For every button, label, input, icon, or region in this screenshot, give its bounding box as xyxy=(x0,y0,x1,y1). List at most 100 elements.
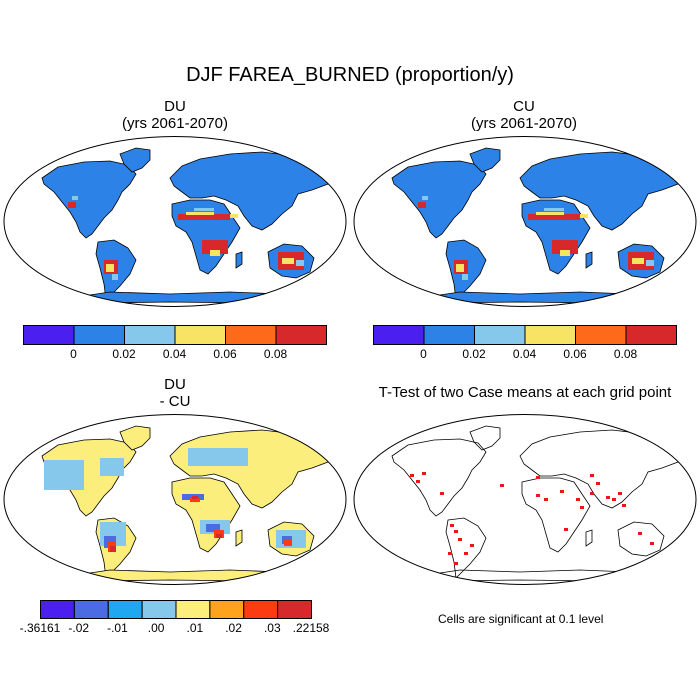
colorbar-du-labels: 0 0.02 0.04 0.06 0.08 xyxy=(23,347,327,363)
fire-hotspot xyxy=(552,240,578,254)
colorbar-box xyxy=(73,600,109,619)
significance-note: Cells are significant at 0.1 level xyxy=(438,612,604,626)
continent-greenland xyxy=(469,147,501,173)
map-boundary xyxy=(3,136,347,307)
colorbar-tick-label: -.02 xyxy=(68,621,90,635)
colorbar-box xyxy=(275,325,327,345)
continent-eurasia xyxy=(519,429,687,509)
continent-eurasia xyxy=(169,151,337,231)
fire-moderate xyxy=(210,250,220,256)
fire-hotspot xyxy=(68,202,76,208)
continent-eurasia xyxy=(519,151,687,231)
significant-cell xyxy=(458,538,462,541)
panel-diff-title-line2: - CU xyxy=(159,393,191,410)
fire-low xyxy=(646,260,654,266)
map-boundary xyxy=(353,136,697,307)
continent-northAmerica xyxy=(391,438,487,517)
diff-small-negative xyxy=(44,460,84,490)
significant-cell xyxy=(618,492,622,495)
colorbar-box xyxy=(625,325,677,345)
diff-small-negative xyxy=(100,458,124,476)
colorbar-tick-label: .22158 xyxy=(292,621,330,635)
significant-cell xyxy=(536,494,540,497)
diff-negative xyxy=(206,524,220,532)
significant-cell xyxy=(544,498,548,501)
fire-moderate xyxy=(106,264,114,272)
diff-strong-positive xyxy=(110,546,116,552)
significant-cell xyxy=(560,490,564,493)
colorbar-tick-label: 0.02 xyxy=(462,347,486,361)
significant-cell xyxy=(564,528,568,531)
continent-madagascar xyxy=(235,529,243,547)
significant-cell xyxy=(440,492,444,495)
figure-title: DJF FAREA_BURNED (proportion/y) xyxy=(186,64,514,86)
colorbar-box xyxy=(40,600,75,619)
fire-hotspot xyxy=(178,214,230,220)
map-du xyxy=(3,136,347,307)
colorbar-diff-labels: -.36161 -.02 -.01 .00 .01 .02 .03 .22158 xyxy=(20,621,330,637)
colorbar-tick-label: -.01 xyxy=(107,621,128,635)
colorbar-tick-label: 0.08 xyxy=(613,347,638,361)
continent-madagascar xyxy=(235,251,243,269)
colorbar-box xyxy=(243,600,279,619)
colorbar-box xyxy=(209,600,245,619)
continent-northAmerica xyxy=(391,160,487,239)
significant-cell xyxy=(470,544,474,547)
significant-cell xyxy=(576,498,580,501)
colorbar-tick-label: 0.06 xyxy=(563,347,587,361)
continent-greenland xyxy=(119,147,151,173)
significant-cell xyxy=(612,498,616,501)
significant-cell xyxy=(590,492,594,495)
colorbar-tick-label: .03 xyxy=(263,621,281,635)
continent-greenland xyxy=(119,425,151,451)
fire-moderate xyxy=(536,212,564,215)
panel-cu-title-line1: CU xyxy=(513,98,535,115)
continent-africa xyxy=(521,477,591,553)
panel-du-title-line1: DU xyxy=(164,98,186,115)
continent-australia xyxy=(617,521,665,557)
diff-small-negative xyxy=(188,448,248,466)
colorbar-box xyxy=(575,325,627,345)
diff-positive xyxy=(190,498,200,502)
fire-low xyxy=(462,274,468,280)
continent-northAmerica xyxy=(41,160,137,239)
colorbar-tick-label: 0.06 xyxy=(213,347,237,361)
fire-low xyxy=(72,196,78,200)
colorbar-tick-label: 0.08 xyxy=(263,347,288,361)
fire-hotspot xyxy=(418,202,426,208)
colorbar-box xyxy=(474,325,526,345)
panel-ttest-title: T-Test of two Case means at each grid po… xyxy=(378,384,672,401)
colorbar-box xyxy=(23,325,75,345)
significant-cell xyxy=(464,552,468,555)
fire-moderate xyxy=(282,258,294,264)
colorbar-box xyxy=(423,325,475,345)
colorbar-tick-label: .00 xyxy=(147,621,165,635)
panel-cu-title-line2: (yrs 2061-2070) xyxy=(471,115,577,132)
diff-positive xyxy=(284,540,292,546)
fire-low xyxy=(422,196,428,200)
significant-cell xyxy=(606,496,610,499)
colorbar-box xyxy=(73,325,125,345)
significant-cell xyxy=(410,474,414,477)
colorbar-box xyxy=(107,600,143,619)
fire-moderate xyxy=(456,264,464,272)
significant-cell xyxy=(596,482,600,485)
panel-du-title-line2: (yrs 2061-2070) xyxy=(122,115,228,132)
significant-cell xyxy=(416,480,420,483)
fire-low xyxy=(296,260,304,266)
colorbar-box xyxy=(124,325,176,345)
map-ttest xyxy=(353,414,697,585)
colorbar-tick-label: 0.02 xyxy=(112,347,136,361)
fire-moderate xyxy=(632,258,644,264)
fire-moderate xyxy=(230,214,238,218)
significant-cell xyxy=(450,524,454,527)
fire-low xyxy=(112,274,118,280)
significant-cell xyxy=(622,504,626,507)
significant-cell xyxy=(500,484,504,487)
map-boundary xyxy=(353,414,697,585)
colorbar-box xyxy=(174,325,226,345)
colorbar-tick-label: 0.04 xyxy=(162,347,187,361)
colorbar-box xyxy=(141,600,177,619)
colorbar-cu-labels: 0 0.02 0.04 0.06 0.08 xyxy=(373,347,677,363)
colorbar-diff xyxy=(40,600,312,619)
